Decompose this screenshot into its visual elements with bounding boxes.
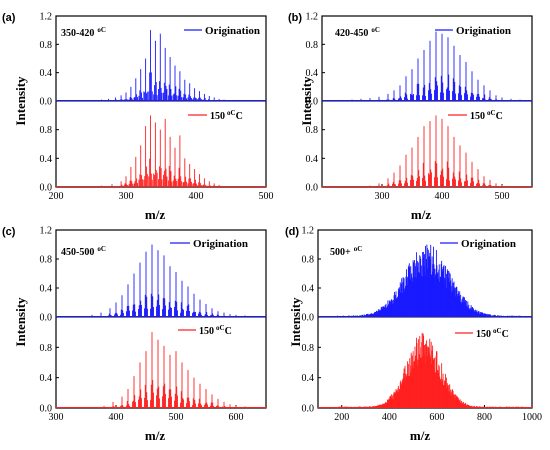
series-origination [318,244,532,317]
x-axis-label: m/z [145,207,165,222]
y-axis-label: Intensity [288,297,303,347]
x-tick-label: 800 [477,412,492,423]
y-tick-label: 0.4 [40,154,53,165]
panel-c: (c) Intensity m/z 450-500 oC Origination … [2,226,267,443]
y-tick-label: 0.0 [302,313,315,324]
y-tick-label: 0.4 [40,68,53,79]
y-tick-label: 0.4 [302,373,315,384]
x-tick-label: 600 [229,412,244,423]
panel-d: (d) Intensity m/z 500+ oC Origination 150… [285,226,542,444]
legend-label-150: 150 oCC [210,109,243,122]
legend-label-150: 150 oCC [470,109,503,122]
temperature-range-label: 420-450 oC [335,26,380,39]
y-tick-label: 1.2 [40,12,53,23]
x-tick-label: 300 [119,191,134,202]
y-tick-label: 0.4 [40,284,53,295]
x-axis-label: m/z [411,207,431,222]
y-tick-label: 0.0 [40,97,53,108]
temperature-range-label: 350-420 oC [61,26,106,39]
y-tick-label: 0.8 [40,255,53,266]
series-150 [322,115,532,187]
series-150 [318,333,532,408]
y-tick-label: 0.8 [306,40,319,51]
panel-letter: (a) [2,12,16,24]
series-150 [56,115,266,187]
y-tick-label: 0.4 [306,68,319,79]
y-axis-label: Intensity [299,76,314,126]
x-axis-label: m/z [410,428,430,443]
y-tick-label: 0.8 [40,343,53,354]
x-tick-label: 400 [189,191,204,202]
series-origination [56,244,266,317]
y-tick-label: 0.0 [40,313,53,324]
x-tick-label: 500 [495,191,510,202]
y-tick-label: 0.4 [306,154,319,165]
x-tick-label: 400 [382,412,397,423]
x-tick-label: 400 [109,412,124,423]
panel-letter: (d) [285,226,299,238]
legend-label-origination: Origination [456,25,511,37]
y-tick-label: 1.2 [40,226,53,237]
y-tick-label: 0.8 [302,343,315,354]
y-tick-label: 1.2 [302,226,315,237]
y-tick-label: 0.8 [40,40,53,51]
x-tick-label: 300 [375,191,390,202]
series-150 [56,332,266,408]
legend-label-150: 150 oCC [199,324,232,337]
x-tick-label: 500 [169,412,184,423]
legend-label-150: 150 oCC [476,327,509,340]
legend-label-origination: Origination [193,238,248,250]
legend-label-origination: Origination [461,238,516,250]
y-tick-label: 0.4 [302,284,315,295]
x-tick-label: 1000 [522,412,542,423]
y-tick-label: 0.8 [40,125,53,136]
x-tick-label: 200 [49,191,64,202]
y-tick-label: 0.8 [302,255,315,266]
panel-b: (b) Intensity m/z 420-450 oC Origination … [288,12,533,222]
x-tick-label: 500 [259,191,274,202]
y-tick-label: 0.4 [40,373,53,384]
y-tick-label: 1.2 [306,12,319,23]
x-tick-label: 400 [435,191,450,202]
series-origination [56,30,266,101]
y-tick-label: 0.0 [40,404,53,415]
series-origination [322,31,532,101]
x-axis-label: m/z [145,428,165,443]
legend-label-origination: Origination [205,25,260,37]
temperature-range-label: 500+ oC [330,245,362,258]
panel-letter: (c) [2,226,16,238]
temperature-range-label: 450-500 oC [61,245,106,258]
panel-a: (a) Intensity m/z 350-420 oC Origination … [2,12,274,223]
y-tick-label: 0.0 [306,97,319,108]
y-tick-label: 0.0 [40,183,53,194]
y-tick-label: 0.8 [306,125,319,136]
x-tick-label: 200 [334,412,349,423]
y-axis-label: Intensity [13,76,28,126]
y-axis-label: Intensity [13,297,28,347]
panel-letter: (b) [288,12,302,24]
x-tick-label: 600 [429,412,444,423]
x-tick-label: 300 [49,412,64,423]
y-tick-label: 0.0 [302,404,315,415]
y-tick-label: 0.0 [306,183,319,194]
